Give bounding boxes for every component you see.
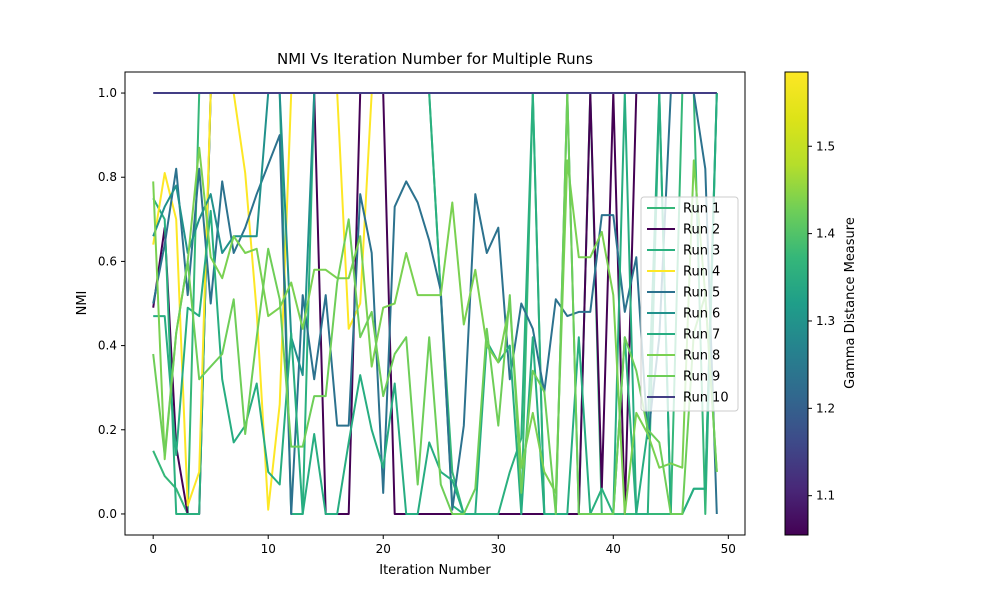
y-tick-label: 0.4 [98, 339, 117, 353]
x-tick-label: 10 [261, 542, 276, 556]
x-tick-label: 0 [149, 542, 157, 556]
x-tick-label: 40 [606, 542, 621, 556]
y-tick-label: 1.0 [98, 86, 117, 100]
legend-label: Run 5 [683, 286, 720, 301]
colorbar-label: Gamma Distance Measure [843, 217, 858, 389]
legend-label: Run 8 [683, 349, 720, 364]
legend-label: Run 10 [683, 391, 729, 406]
y-tick-label: 0.0 [98, 507, 117, 521]
series-lines [152, 92, 718, 515]
chart-title: NMI Vs Iteration Number for Multiple Run… [277, 50, 593, 68]
y-axis-label: NMI [75, 291, 90, 316]
colorbar [784, 71, 809, 536]
colorbar-ticks: 1.1 1.2 1.3 1.4 1.5 [808, 139, 835, 503]
x-tick-label: 20 [376, 542, 391, 556]
legend-label: Run 3 [683, 244, 720, 259]
y-tick-label: 0.8 [98, 170, 117, 184]
y-tick-label: 0.2 [98, 423, 117, 437]
x-tick-label: 30 [491, 542, 506, 556]
x-axis-label: Iteration Number [379, 563, 491, 578]
colorbar-tick-label: 1.3 [816, 314, 835, 328]
y-axis-ticks: 0.0 0.2 0.4 0.6 0.8 1.0 [98, 86, 125, 521]
series-line-5 [152, 92, 718, 515]
legend-label: Run 2 [683, 223, 720, 238]
x-axis-ticks: 0 10 20 30 40 50 [149, 535, 736, 556]
plot-frame [124, 71, 746, 536]
colorbar-tick-label: 1.2 [816, 401, 835, 415]
legend-label: Run 6 [683, 307, 720, 322]
legend-label: Run 1 [683, 202, 720, 217]
legend-label: Run 4 [683, 265, 720, 280]
colorbar-tick-label: 1.1 [816, 489, 835, 503]
x-tick-label: 50 [721, 542, 736, 556]
legend-label: Run 7 [683, 328, 720, 343]
series-line-9 [152, 92, 718, 515]
legend-label: Run 9 [683, 370, 720, 385]
colorbar-tick-label: 1.5 [816, 139, 835, 153]
series-line-8 [152, 146, 718, 515]
y-tick-label: 0.6 [98, 254, 117, 268]
colorbar-tick-label: 1.4 [816, 227, 835, 241]
legend: Run 1 Run 2 Run 3 Run 4 Run 5 Run 6 Run 7 Run 8… [640, 196, 739, 412]
